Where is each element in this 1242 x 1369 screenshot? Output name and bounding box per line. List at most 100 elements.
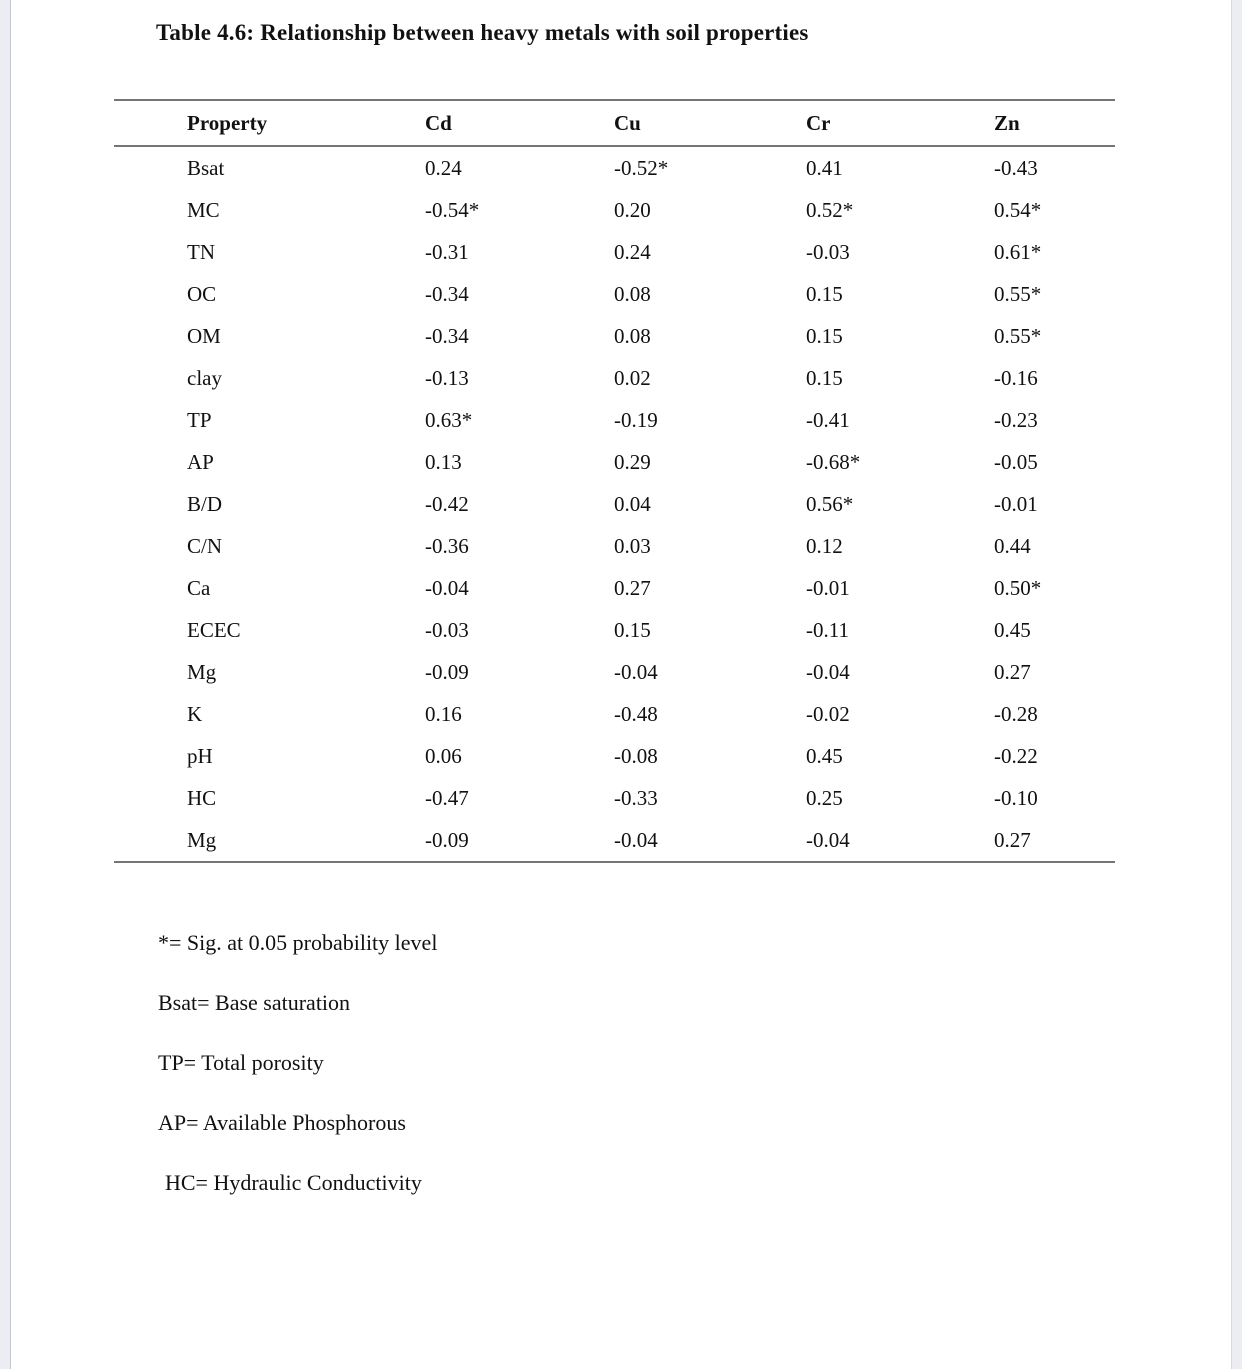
table-cell: HC — [187, 785, 217, 810]
table-cell: 0.13 — [425, 449, 462, 474]
table-cell: -0.03 — [806, 239, 850, 264]
table-cell: 0.24 — [425, 155, 462, 180]
table-row: MC -0.54* 0.20 0.52* 0.54* — [114, 189, 1115, 231]
table-cell: 0.61* — [994, 239, 1042, 264]
table-cell: -0.43 — [994, 155, 1038, 180]
table-cell: -0.09 — [425, 659, 469, 684]
table-cell: -0.34 — [425, 281, 469, 306]
table-cell: 0.15 — [806, 365, 843, 390]
table-cell: -0.36 — [425, 533, 469, 558]
table-cell: -0.42 — [425, 491, 469, 516]
table-cell: -0.04 — [806, 659, 850, 684]
table-cell: 0.54* — [994, 197, 1042, 222]
table-cell: -0.28 — [994, 701, 1038, 726]
table-cell: -0.05 — [994, 449, 1038, 474]
table-row: HC -0.47 -0.33 0.25 -0.10 — [114, 777, 1115, 819]
footnote-significance: *= Sig. at 0.05 probability level — [158, 930, 438, 955]
table-cell: -0.01 — [994, 491, 1038, 516]
table-cell: 0.15 — [614, 617, 651, 642]
table-cell: 0.20 — [614, 197, 651, 222]
table-row: Bsat 0.24 -0.52* 0.41 -0.43 — [114, 146, 1115, 189]
column-header-cd: Cd — [425, 100, 614, 147]
table-cell: -0.23 — [994, 407, 1038, 432]
table-cell: 0.08 — [614, 281, 651, 306]
table-cell: Ca — [187, 575, 211, 600]
table-cell: clay — [187, 365, 222, 390]
table-row: C/N -0.36 0.03 0.12 0.44 — [114, 525, 1115, 567]
column-header-zn: Zn — [994, 100, 1115, 147]
table-cell: Bsat — [187, 155, 225, 180]
table-cell: 0.52* — [806, 197, 854, 222]
table-cell: -0.04 — [806, 827, 850, 852]
table-cell: -0.13 — [425, 365, 469, 390]
table-header-row: Property Cd Cu Cr Zn — [114, 100, 1115, 147]
table-cell: OC — [187, 281, 217, 306]
table-cell: 0.45 — [806, 743, 843, 768]
table-cell: -0.11 — [806, 617, 849, 642]
footnote-ap: AP= Available Phosphorous — [158, 1110, 406, 1135]
table-row: TP 0.63* -0.19 -0.41 -0.23 — [114, 399, 1115, 441]
table-row: pH 0.06 -0.08 0.45 -0.22 — [114, 735, 1115, 777]
table-cell: -0.16 — [994, 365, 1038, 390]
table-cell: 0.27 — [994, 659, 1031, 684]
table-cell: 0.45 — [994, 617, 1031, 642]
column-header-cu: Cu — [614, 100, 806, 147]
table-cell: -0.03 — [425, 617, 469, 642]
table-cell: -0.48 — [614, 701, 658, 726]
table-cell: 0.27 — [614, 575, 651, 600]
table-row: OM -0.34 0.08 0.15 0.55* — [114, 315, 1115, 357]
footnote-hc: HC= Hydraulic Conductivity — [165, 1170, 422, 1195]
correlation-table: Property Cd Cu Cr Zn Bsat 0.24 -0.52* 0.… — [114, 99, 1115, 863]
table-cell: K — [187, 701, 203, 726]
table-cell: 0.15 — [806, 323, 843, 348]
table-row: Mg -0.09 -0.04 -0.04 0.27 — [114, 819, 1115, 862]
table-cell: -0.08 — [614, 743, 658, 768]
page-title: Table 4.6: Relationship between heavy me… — [156, 20, 809, 45]
table-row: AP 0.13 0.29 -0.68* -0.05 — [114, 441, 1115, 483]
table-cell: MC — [187, 197, 220, 222]
table-cell: -0.10 — [994, 785, 1038, 810]
table-cell: -0.04 — [614, 827, 658, 852]
table-cell: Mg — [187, 827, 217, 852]
footnote-bsat: Bsat= Base saturation — [158, 990, 351, 1015]
table-cell: -0.34 — [425, 323, 469, 348]
table-cell: -0.04 — [425, 575, 469, 600]
table-row: clay -0.13 0.02 0.15 -0.16 — [114, 357, 1115, 399]
table-cell: 0.50* — [994, 575, 1042, 600]
table-cell: 0.25 — [806, 785, 843, 810]
table-cell: -0.01 — [806, 575, 850, 600]
table-row: B/D -0.42 0.04 0.56* -0.01 — [114, 483, 1115, 525]
footnotes: *= Sig. at 0.05 probability level Bsat= … — [158, 930, 437, 1196]
table-cell: 0.56* — [806, 491, 854, 516]
table-cell: AP — [187, 449, 214, 474]
table-row: OC -0.34 0.08 0.15 0.55* — [114, 273, 1115, 315]
column-header-cr: Cr — [806, 100, 994, 147]
table-cell: 0.63* — [425, 407, 473, 432]
column-header-property: Property — [114, 100, 425, 147]
table-cell: -0.41 — [806, 407, 850, 432]
table-row: K 0.16 -0.48 -0.02 -0.28 — [114, 693, 1115, 735]
table-row: Ca -0.04 0.27 -0.01 0.50* — [114, 567, 1115, 609]
table-cell: -0.33 — [614, 785, 658, 810]
table-cell: 0.44 — [994, 533, 1031, 558]
table-cell: TP — [187, 407, 212, 432]
table-cell: 0.15 — [806, 281, 843, 306]
document-page: Table 4.6: Relationship between heavy me… — [10, 0, 1232, 1369]
table-cell: -0.54* — [425, 197, 480, 222]
table-cell: 0.29 — [614, 449, 651, 474]
table-cell: 0.08 — [614, 323, 651, 348]
table-cell: -0.47 — [425, 785, 469, 810]
table-cell: 0.06 — [425, 743, 462, 768]
table-cell: 0.55* — [994, 281, 1042, 306]
table-cell: C/N — [187, 533, 223, 558]
table-cell: 0.03 — [614, 533, 651, 558]
table-row: ECEC -0.03 0.15 -0.11 0.45 — [114, 609, 1115, 651]
table-cell: 0.55* — [994, 323, 1042, 348]
table-cell: -0.31 — [425, 239, 469, 264]
table-cell: 0.24 — [614, 239, 651, 264]
table-cell: -0.22 — [994, 743, 1038, 768]
table-cell: pH — [187, 743, 213, 768]
table-cell: -0.19 — [614, 407, 658, 432]
table-cell: ECEC — [187, 617, 241, 642]
